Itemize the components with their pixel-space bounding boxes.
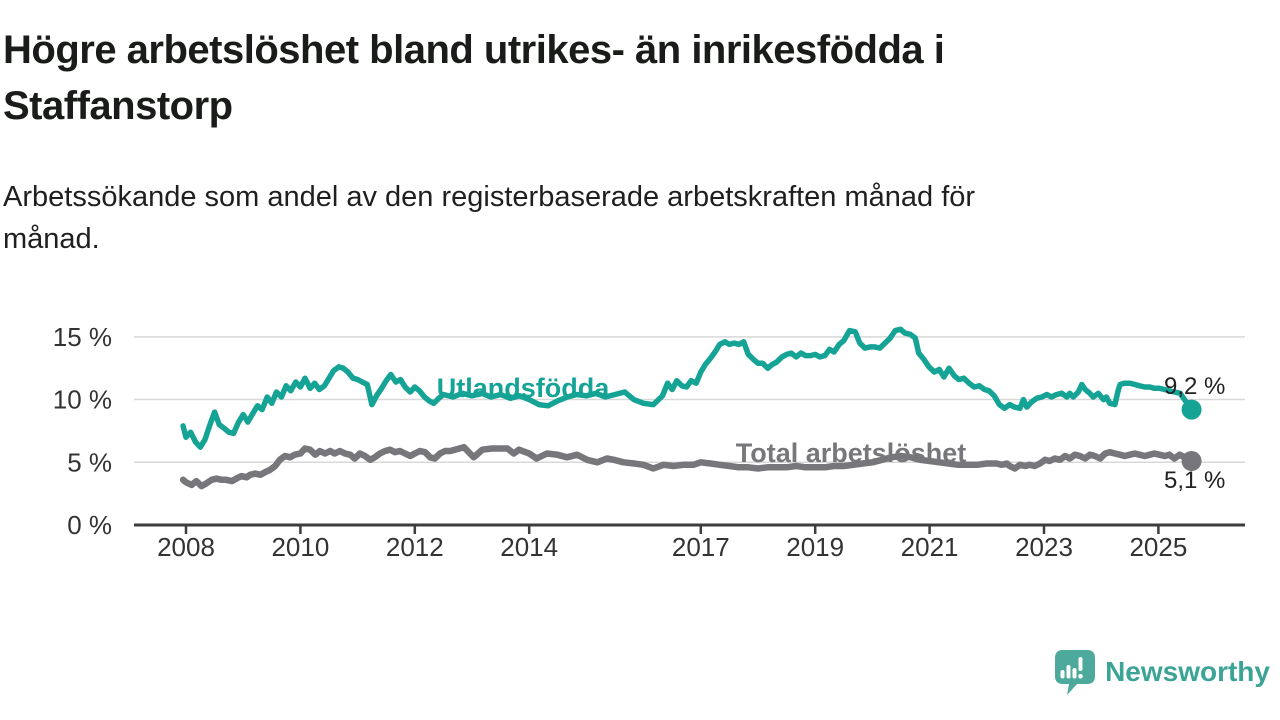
chart-title: Högre arbetslöshet bland utrikes- än inr… bbox=[3, 22, 1203, 134]
y-axis-label: 10 % bbox=[53, 385, 112, 415]
series-label: Utlandsfödda bbox=[437, 373, 610, 403]
chart-subtitle-line2: månad. bbox=[3, 223, 100, 255]
unemployment-line-chart: 0 % 5 % 10 % 15 % 2008 2010 2012 2014 2017 2019 20… bbox=[53, 322, 1245, 562]
series-label: Total arbetslöshet bbox=[736, 438, 967, 468]
x-axis-label: 2014 bbox=[500, 532, 558, 562]
x-axis-label: 2019 bbox=[786, 532, 844, 562]
logo-exclamation-dot bbox=[1078, 674, 1083, 679]
newsworthy-wordmark: Newsworthy bbox=[1105, 656, 1270, 687]
chart-title-line2: Staffanstorp bbox=[3, 84, 233, 128]
newsworthy-logo-icon bbox=[1055, 650, 1096, 695]
newsworthy-logo: Newsworthy bbox=[1053, 648, 1270, 696]
series-end-value: 9,2 % bbox=[1164, 373, 1225, 400]
y-axis-label: 15 % bbox=[53, 322, 112, 352]
x-axis-label: 2012 bbox=[386, 532, 444, 562]
logo-bar-2 bbox=[1066, 665, 1071, 679]
series-end-value: 5,1 % bbox=[1164, 467, 1225, 494]
chart-subtitle-line1: Arbetssökande som andel av den registerb… bbox=[3, 181, 976, 213]
x-axis-label: 2021 bbox=[901, 532, 959, 562]
logo-bar-3 bbox=[1072, 668, 1077, 679]
series-end-dot bbox=[1181, 399, 1202, 420]
chart-subtitle: Arbetssökande som andel av den registerb… bbox=[3, 176, 1223, 260]
logo-bar-1 bbox=[1060, 670, 1065, 679]
logo-exclamation-bar bbox=[1078, 657, 1083, 671]
x-axis-label: 2008 bbox=[157, 532, 215, 562]
series-end-dot bbox=[1181, 451, 1202, 472]
x-axis-label: 2017 bbox=[672, 532, 730, 562]
x-axis-label: 2025 bbox=[1129, 532, 1187, 562]
y-axis-label: 0 % bbox=[67, 510, 112, 540]
y-axis-label: 5 % bbox=[67, 447, 112, 477]
x-axis-label: 2010 bbox=[271, 532, 329, 562]
total-arbetsl-shet-line bbox=[179, 443, 1195, 490]
chart-title-line1: Högre arbetslöshet bland utrikes- än inr… bbox=[3, 28, 945, 72]
utlandsf-dda-line bbox=[180, 326, 1195, 450]
x-axis-label: 2023 bbox=[1015, 532, 1073, 562]
